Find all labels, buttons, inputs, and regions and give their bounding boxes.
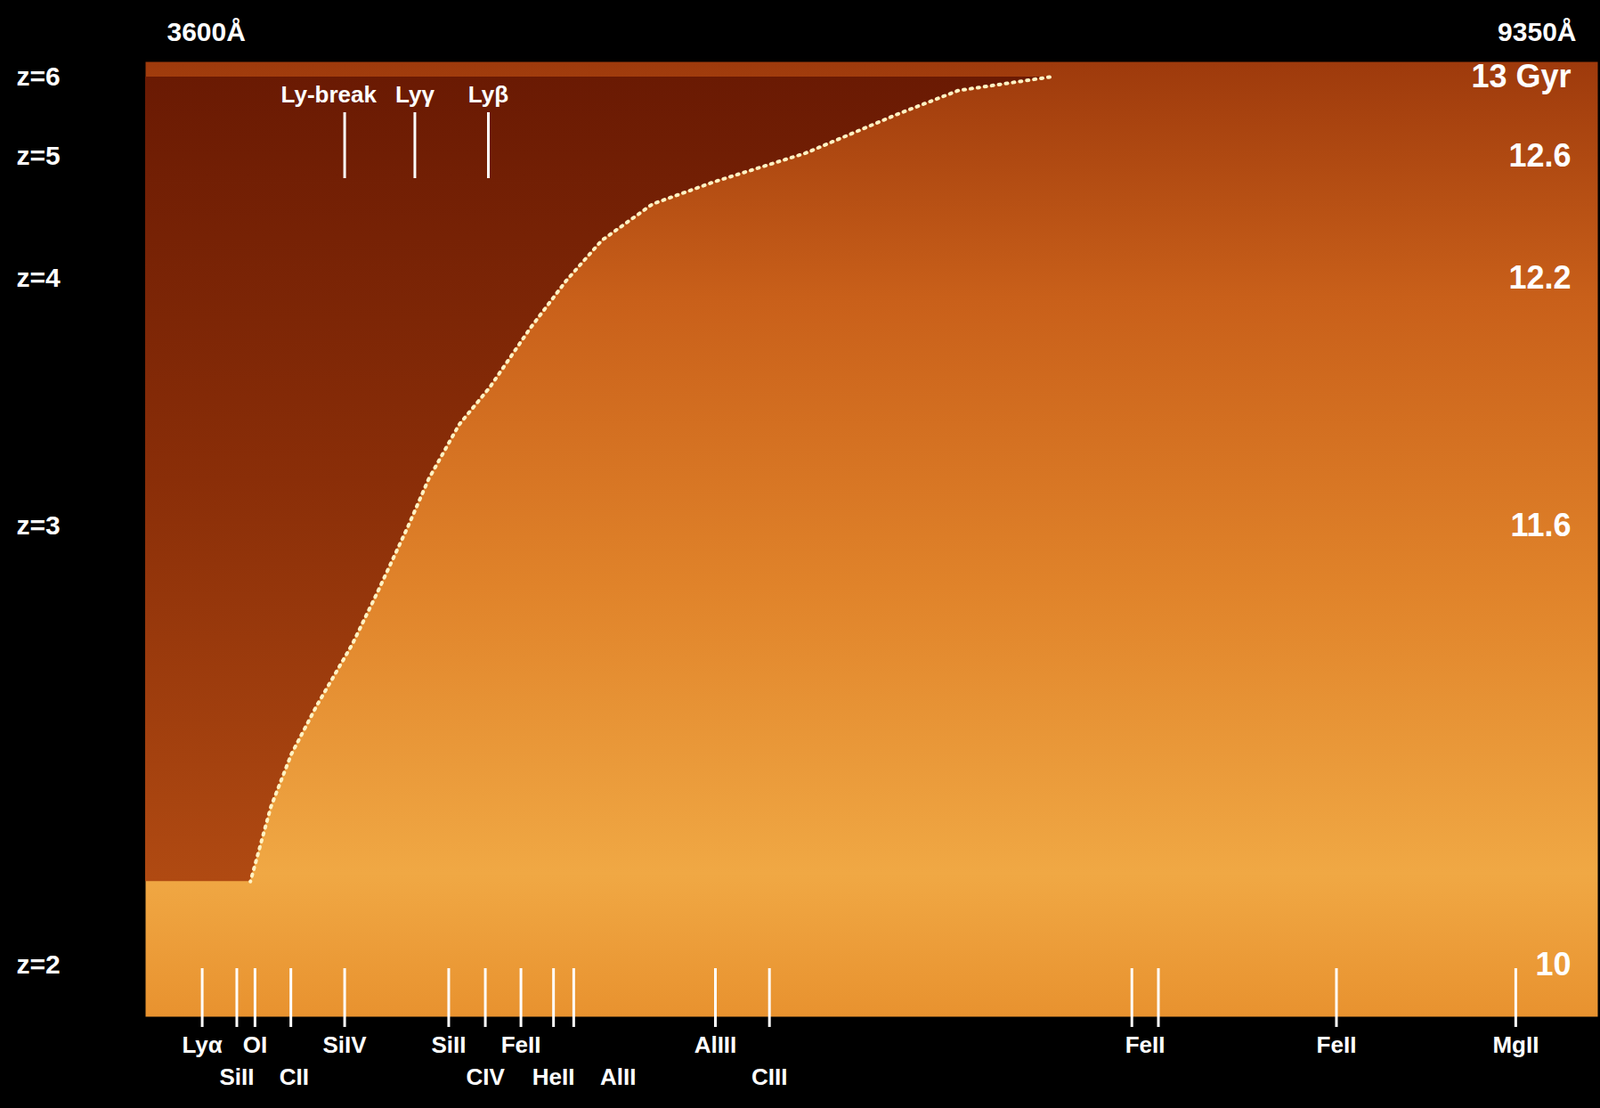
- svg-text:z=2: z=2: [16, 949, 61, 979]
- svg-text:12.2: 12.2: [1508, 259, 1571, 296]
- svg-text:3600Å: 3600Å: [167, 16, 246, 47]
- svg-text:z=4: z=4: [16, 262, 62, 293]
- svg-text:AlII: AlII: [600, 1063, 636, 1090]
- svg-text:OI: OI: [243, 1031, 268, 1058]
- svg-text:SiII: SiII: [430, 1031, 466, 1058]
- svg-text:AlIII: AlIII: [694, 1031, 738, 1058]
- svg-text:Ly-break: Ly-break: [281, 81, 378, 108]
- svg-text:z=3: z=3: [16, 510, 61, 540]
- svg-text:CIV: CIV: [465, 1063, 505, 1090]
- svg-text:HeII: HeII: [532, 1063, 576, 1090]
- svg-text:Lyβ: Lyβ: [468, 81, 509, 108]
- svg-text:13 Gyr: 13 Gyr: [1470, 57, 1571, 95]
- svg-text:SiIV: SiIV: [323, 1031, 368, 1058]
- svg-text:Lyα: Lyα: [181, 1031, 222, 1058]
- svg-text:z=6: z=6: [16, 61, 61, 91]
- svg-text:10: 10: [1535, 945, 1571, 983]
- svg-text:12.6: 12.6: [1508, 137, 1571, 174]
- svg-text:CII: CII: [279, 1063, 309, 1090]
- svg-text:Lyγ: Lyγ: [395, 81, 435, 108]
- svg-text:FeII: FeII: [501, 1031, 542, 1058]
- svg-text:MgII: MgII: [1492, 1031, 1539, 1058]
- svg-text:SiII: SiII: [219, 1063, 254, 1090]
- svg-text:FeII: FeII: [1125, 1031, 1166, 1058]
- svg-text:FeII: FeII: [1316, 1031, 1357, 1058]
- svg-text:9350Å: 9350Å: [1497, 16, 1576, 47]
- svg-text:z=5: z=5: [16, 140, 61, 171]
- svg-text:CIII: CIII: [751, 1063, 788, 1090]
- svg-text:11.6: 11.6: [1510, 506, 1571, 544]
